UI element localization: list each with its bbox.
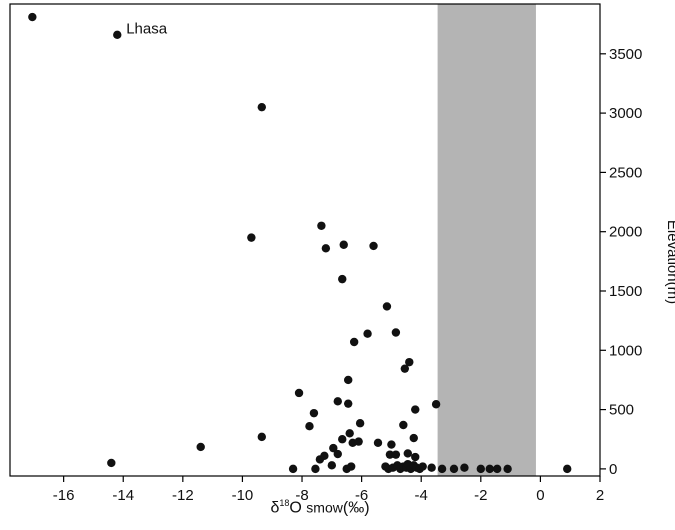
data-point	[28, 12, 37, 22]
data-point	[418, 462, 427, 471]
data-point	[354, 437, 363, 446]
data-point	[400, 364, 410, 373]
data-point	[346, 462, 356, 471]
y-tick-label: 3500	[609, 46, 642, 63]
data-point	[387, 440, 396, 449]
x-tick-label: -12	[172, 487, 194, 504]
data-point	[329, 443, 338, 453]
x-tick-label: -10	[232, 487, 254, 504]
data-point	[409, 433, 418, 443]
data-point	[349, 337, 359, 347]
annotation-lhasa: Lhasa	[126, 21, 168, 38]
data-point	[427, 463, 436, 472]
data-point	[107, 458, 116, 468]
x-tick-label: -14	[112, 487, 134, 504]
data-point	[369, 241, 378, 251]
x-axis-title: δ18O smow(‰)	[270, 498, 370, 517]
data-point	[382, 302, 392, 311]
data-point	[288, 464, 298, 474]
x-tick-label: -8	[295, 487, 308, 504]
y-tick-label: 2500	[609, 164, 642, 181]
data-point	[309, 408, 319, 418]
data-point	[385, 450, 395, 459]
data-point	[391, 328, 401, 337]
data-point	[196, 442, 205, 452]
data-point	[363, 329, 372, 338]
y-tick-label: 3000	[609, 105, 642, 122]
data-point	[257, 102, 266, 112]
data-point	[344, 399, 353, 408]
data-point	[437, 464, 447, 474]
data-point	[492, 464, 502, 474]
data-point	[405, 357, 414, 367]
x-tick-label: 2	[596, 487, 604, 504]
data-point	[247, 233, 256, 242]
data-point	[333, 397, 342, 406]
data-point	[311, 464, 320, 474]
data-point	[317, 221, 326, 230]
y-tick-label: 500	[609, 402, 634, 419]
data-point	[460, 463, 469, 472]
data-point	[411, 405, 420, 414]
data-points	[28, 12, 572, 474]
y-axis: 0 500 1000 1500 2000 2500 3000 3500	[600, 46, 642, 478]
data-point	[333, 449, 342, 459]
y-axis-title: Elevation(m)	[664, 220, 675, 304]
data-point	[345, 429, 354, 438]
plot-frame	[9, 3, 601, 477]
data-point	[338, 274, 347, 284]
data-point	[320, 451, 329, 461]
data-point	[449, 464, 459, 474]
data-point	[327, 461, 337, 470]
data-point	[321, 244, 331, 253]
x-tick-label: -6	[355, 487, 368, 504]
shaded-band	[437, 4, 536, 476]
y-tick-label: 0	[609, 461, 617, 478]
data-point	[257, 432, 266, 442]
data-point	[563, 464, 572, 474]
x-tick-label: -4	[415, 487, 428, 504]
data-point	[485, 464, 494, 474]
data-point	[399, 420, 408, 430]
y-tick-label: 1000	[609, 342, 642, 359]
data-point	[431, 400, 441, 409]
x-axis: -16 -14 -12 -10 -8 -6 -4 -2 0 2	[53, 476, 604, 504]
data-point	[294, 388, 304, 398]
data-point	[476, 464, 486, 474]
data-point	[373, 438, 383, 447]
data-point	[305, 421, 314, 431]
x-tick-label: 0	[536, 487, 544, 504]
data-point	[344, 375, 353, 385]
data-point	[338, 435, 347, 444]
data-point	[411, 452, 420, 462]
data-point	[355, 419, 365, 428]
x-tick-label: -2	[474, 487, 487, 504]
data-point	[113, 30, 122, 40]
y-tick-label: 1500	[609, 283, 642, 300]
data-point	[391, 450, 401, 459]
x-tick-label: -16	[53, 487, 75, 504]
data-point	[339, 240, 348, 249]
y-tick-label: 2000	[609, 224, 642, 241]
data-point	[403, 449, 413, 458]
data-point	[503, 464, 512, 474]
